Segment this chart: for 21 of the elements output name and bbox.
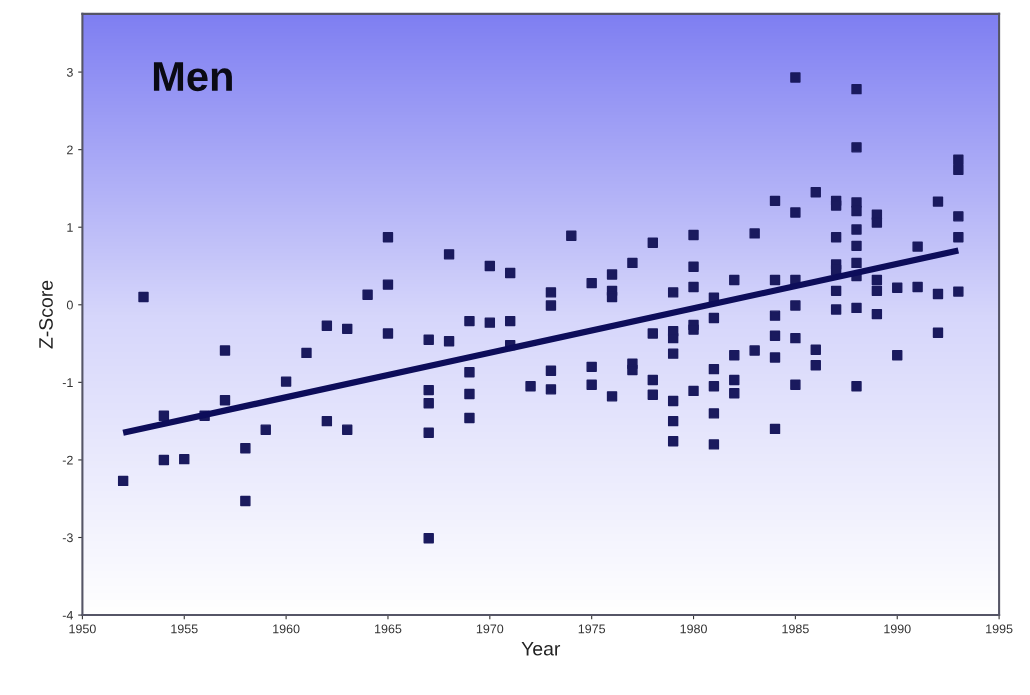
y-tick-label: -4	[62, 611, 74, 620]
x-tick-label: 1975	[578, 624, 606, 634]
x-tick-label: 1960	[273, 624, 300, 634]
x-tick-label: 1955	[171, 624, 198, 634]
y-tick-label: 2	[67, 145, 73, 155]
x-tick-label: 1985	[782, 624, 809, 634]
y-tick-label: 1	[67, 223, 73, 232]
x-axis-title: Year	[521, 642, 561, 656]
x-tick-label: 1995	[986, 624, 1013, 634]
y-tick-label: -3	[62, 533, 73, 543]
y-axis-title: Z-Score	[39, 280, 53, 349]
x-tick-label: 1950	[69, 624, 96, 634]
y-tick-label: 3	[66, 67, 73, 77]
annotation: Men	[153, 62, 232, 92]
x-tick-label: 1990	[884, 624, 911, 634]
x-tick-label: 1970	[476, 624, 504, 634]
y-tick-label: -1	[62, 378, 73, 387]
y-tick-label: 0	[66, 300, 73, 310]
x-tick-label: 1980	[680, 624, 707, 634]
y-tick-label: -2	[62, 455, 73, 465]
x-tick-label: 1965	[375, 624, 402, 634]
